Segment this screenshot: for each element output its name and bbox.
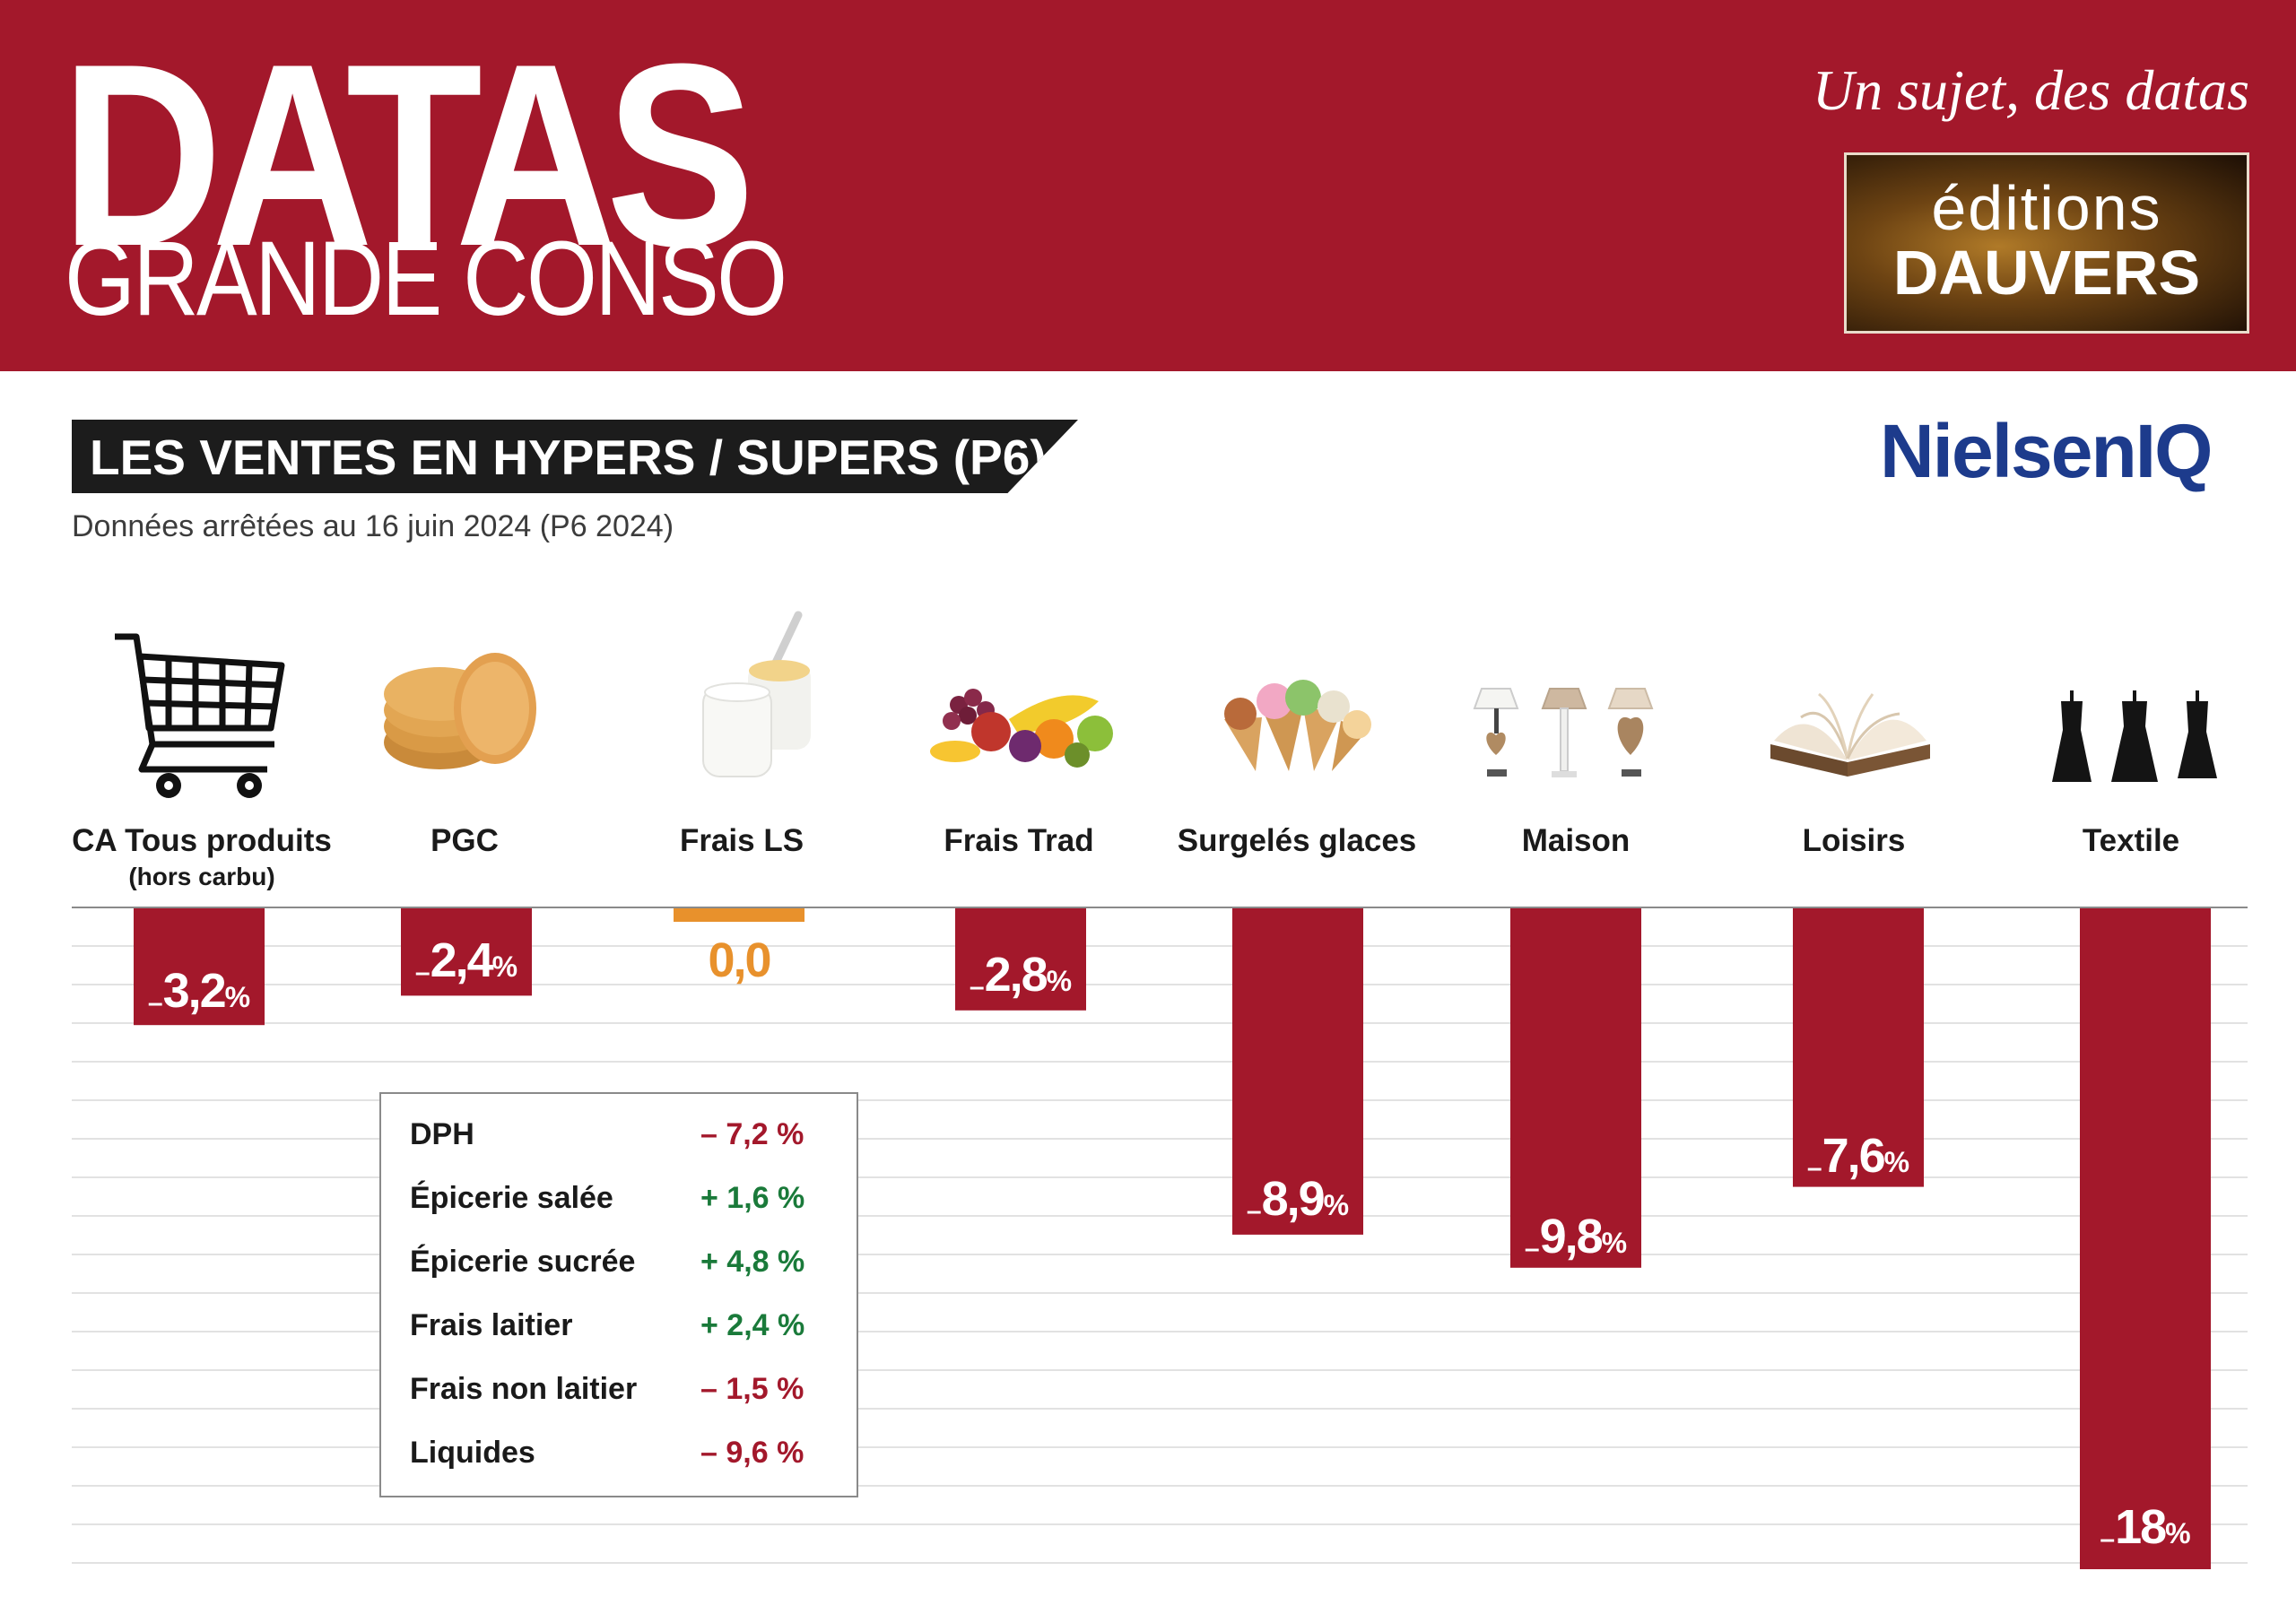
value-sign: – [1524, 1233, 1540, 1263]
value-unit: % [224, 981, 251, 1013]
book-icon [1770, 692, 1930, 777]
dresses-icon [2052, 690, 2217, 782]
bar-2 [401, 907, 532, 996]
bar-8 [2080, 907, 2211, 1569]
breakdown-row: Frais laitier + 2,4 % [381, 1308, 857, 1362]
value-unit: % [2165, 1517, 2191, 1549]
publisher-logo: éditions DAUVERS [1844, 152, 2249, 334]
breakdown-row: Épicerie sucrée + 4,8 % [381, 1245, 857, 1298]
breakdown-row: Liquides – 9,6 % [381, 1436, 857, 1489]
publisher-name-line1: éditions [1931, 173, 2162, 243]
bar-5 [1232, 907, 1363, 1235]
fruit-icon [930, 689, 1113, 768]
breakdown-label: Épicerie sucrée [410, 1245, 636, 1279]
value-number: 7,6 [1822, 1129, 1886, 1183]
category-label: Loisirs [1802, 823, 1906, 858]
bar-value-label: –18% [2078, 1499, 2213, 1555]
breakdown-value: – 7,2 % [700, 1117, 804, 1151]
source-logo: NielsenIQ [1880, 409, 2213, 493]
yogurt-icon [702, 611, 811, 777]
category-label: Frais Trad [944, 823, 1094, 858]
value-unit: % [491, 950, 518, 983]
category-label: CA Tous produits [72, 823, 332, 858]
breakdown-row: Frais non laitier – 1,5 % [381, 1372, 857, 1426]
biscuits-icon [384, 653, 536, 769]
value-sign: – [2100, 1523, 2116, 1554]
category-label: Surgelés glaces [1177, 823, 1417, 858]
bar-4 [955, 907, 1086, 1011]
bar-6 [1510, 907, 1641, 1268]
section-title-bar: LES VENTES EN HYPERS / SUPERS (P6) [72, 420, 1078, 493]
bar-value-label: 0,0 [672, 933, 806, 988]
breakdown-value: – 1,5 % [700, 1372, 804, 1406]
data-date-note: Données arrêtées au 16 juin 2024 (P6 202… [72, 509, 674, 543]
breakdown-value: + 4,8 % [700, 1245, 805, 1279]
bar-7 [1793, 907, 1924, 1187]
bar-value-label: –7,6% [1791, 1128, 1926, 1184]
category-sublabel: (hors carbu) [128, 863, 275, 890]
value-number: 9,8 [1539, 1210, 1604, 1263]
pgc-breakdown-table: DPH – 7,2 % Épicerie salée + 1,6 % Épice… [379, 1092, 858, 1497]
breakdown-value: – 9,6 % [700, 1436, 804, 1470]
breakdown-row: DPH – 7,2 % [381, 1117, 857, 1171]
value-sign: – [969, 971, 985, 1002]
bar-value-label: –9,8% [1509, 1209, 1643, 1264]
value-unit: % [1601, 1227, 1628, 1259]
value-number: 3,2 [162, 964, 227, 1018]
breakdown-label: Liquides [410, 1436, 535, 1470]
category-label: Frais LS [679, 823, 804, 858]
shopping-cart-icon [115, 633, 285, 798]
breakdown-label: Frais non laitier [410, 1372, 638, 1406]
breakdown-value: + 1,6 % [700, 1181, 805, 1215]
value-number: 18 [2115, 1500, 2167, 1554]
bar-value-label: –2,4% [399, 933, 534, 988]
ice-cream-icon [1224, 680, 1371, 771]
value-unit: % [1883, 1146, 1910, 1178]
value-unit: % [1323, 1189, 1350, 1221]
breakdown-row: Épicerie salée + 1,6 % [381, 1181, 857, 1235]
breakdown-label: Épicerie salée [410, 1181, 613, 1215]
bar-3 [674, 907, 804, 922]
value-sign: – [147, 987, 163, 1018]
bar-value-label: –8,9% [1231, 1171, 1365, 1227]
tagline: Un sujet, des datas [1812, 58, 2249, 122]
value-number: 8,9 [1261, 1172, 1326, 1226]
value-sign: – [414, 957, 430, 987]
section-title: LES VENTES EN HYPERS / SUPERS (P6) [90, 430, 1047, 485]
lamps-icon [1473, 688, 1654, 777]
header-banner: DATAS GRANDE CONSO Un sujet, des datas é… [0, 0, 2296, 371]
value-number: 2,4 [430, 933, 494, 987]
bar-value-label: –2,8% [953, 947, 1088, 1002]
value-number: 0,0 [708, 933, 771, 987]
value-number: 2,8 [984, 948, 1048, 1002]
brand-title: DATAS [61, 10, 755, 300]
category-label: Textile [2082, 823, 2180, 858]
category-label: Maison [1521, 823, 1631, 858]
publisher-name-line2: DAUVERS [1892, 238, 2201, 308]
breakdown-label: DPH [410, 1117, 474, 1151]
value-sign: – [1806, 1152, 1822, 1183]
value-unit: % [1046, 965, 1073, 997]
brand-subtitle: GRANDE CONSO [65, 220, 787, 338]
bar-1 [134, 907, 265, 1026]
category-label: PGC [430, 823, 499, 858]
bar-value-label: –3,2% [132, 963, 266, 1019]
breakdown-value: + 2,4 % [700, 1308, 805, 1342]
value-sign: – [1246, 1195, 1262, 1226]
breakdown-label: Frais laitier [410, 1308, 573, 1342]
